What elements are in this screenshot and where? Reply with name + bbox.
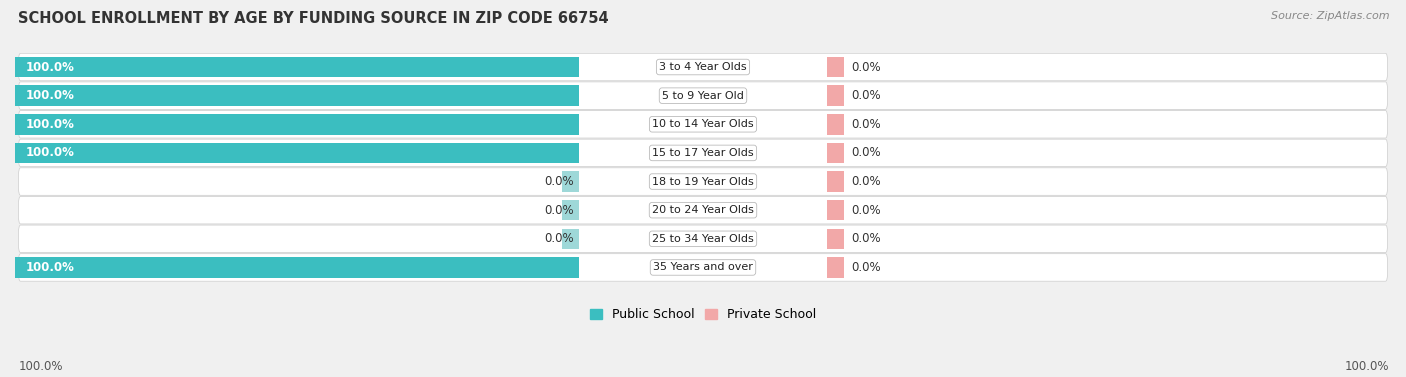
FancyBboxPatch shape: [18, 254, 1388, 281]
Bar: [15, 143, 579, 163]
FancyBboxPatch shape: [18, 225, 1388, 253]
Bar: [827, 200, 844, 221]
Text: 3 to 4 Year Olds: 3 to 4 Year Olds: [659, 62, 747, 72]
FancyBboxPatch shape: [18, 110, 1388, 138]
Bar: [562, 228, 579, 249]
Text: 100.0%: 100.0%: [18, 360, 63, 373]
Bar: [827, 114, 844, 135]
Text: 100.0%: 100.0%: [25, 61, 75, 74]
Text: 0.0%: 0.0%: [544, 175, 574, 188]
FancyBboxPatch shape: [18, 196, 1388, 224]
Bar: [15, 85, 579, 106]
FancyBboxPatch shape: [18, 139, 1388, 167]
Bar: [827, 228, 844, 249]
Bar: [15, 114, 579, 135]
Bar: [15, 57, 579, 77]
Text: 0.0%: 0.0%: [851, 261, 880, 274]
Text: 0.0%: 0.0%: [851, 175, 880, 188]
Text: 5 to 9 Year Old: 5 to 9 Year Old: [662, 90, 744, 101]
Bar: [15, 257, 579, 278]
Bar: [562, 200, 579, 221]
Text: 100.0%: 100.0%: [1344, 360, 1389, 373]
Text: 0.0%: 0.0%: [544, 204, 574, 217]
Text: Source: ZipAtlas.com: Source: ZipAtlas.com: [1271, 11, 1389, 21]
Bar: [827, 171, 844, 192]
Bar: [827, 257, 844, 278]
Text: 100.0%: 100.0%: [25, 118, 75, 131]
FancyBboxPatch shape: [18, 53, 1388, 81]
Text: 0.0%: 0.0%: [544, 232, 574, 245]
Bar: [827, 57, 844, 77]
Text: SCHOOL ENROLLMENT BY AGE BY FUNDING SOURCE IN ZIP CODE 66754: SCHOOL ENROLLMENT BY AGE BY FUNDING SOUR…: [18, 11, 609, 26]
Text: 100.0%: 100.0%: [25, 146, 75, 159]
Bar: [827, 143, 844, 163]
Text: 0.0%: 0.0%: [851, 204, 880, 217]
Text: 25 to 34 Year Olds: 25 to 34 Year Olds: [652, 234, 754, 244]
Text: 20 to 24 Year Olds: 20 to 24 Year Olds: [652, 205, 754, 215]
Text: 100.0%: 100.0%: [25, 261, 75, 274]
Text: 0.0%: 0.0%: [851, 89, 880, 102]
Legend: Public School, Private School: Public School, Private School: [585, 303, 821, 326]
Text: 10 to 14 Year Olds: 10 to 14 Year Olds: [652, 119, 754, 129]
Text: 0.0%: 0.0%: [851, 232, 880, 245]
Text: 15 to 17 Year Olds: 15 to 17 Year Olds: [652, 148, 754, 158]
Text: 18 to 19 Year Olds: 18 to 19 Year Olds: [652, 176, 754, 187]
Bar: [827, 85, 844, 106]
FancyBboxPatch shape: [18, 82, 1388, 109]
Text: 0.0%: 0.0%: [851, 118, 880, 131]
FancyBboxPatch shape: [18, 168, 1388, 195]
Text: 0.0%: 0.0%: [851, 61, 880, 74]
Text: 100.0%: 100.0%: [25, 89, 75, 102]
Text: 0.0%: 0.0%: [851, 146, 880, 159]
Text: 35 Years and over: 35 Years and over: [652, 262, 754, 273]
Bar: [562, 171, 579, 192]
